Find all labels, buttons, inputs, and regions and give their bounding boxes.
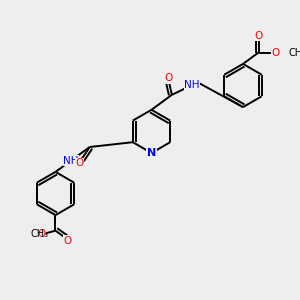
Text: O: O <box>165 73 173 83</box>
Text: O: O <box>254 31 263 41</box>
Text: NH: NH <box>184 80 200 90</box>
Text: O: O <box>63 236 72 246</box>
Text: CH₃: CH₃ <box>289 47 300 58</box>
Text: N: N <box>147 148 156 158</box>
Text: CH₃: CH₃ <box>31 229 49 239</box>
Text: O: O <box>76 158 84 168</box>
Text: NH: NH <box>63 155 79 166</box>
Text: O: O <box>38 229 46 239</box>
Text: O: O <box>272 47 280 58</box>
